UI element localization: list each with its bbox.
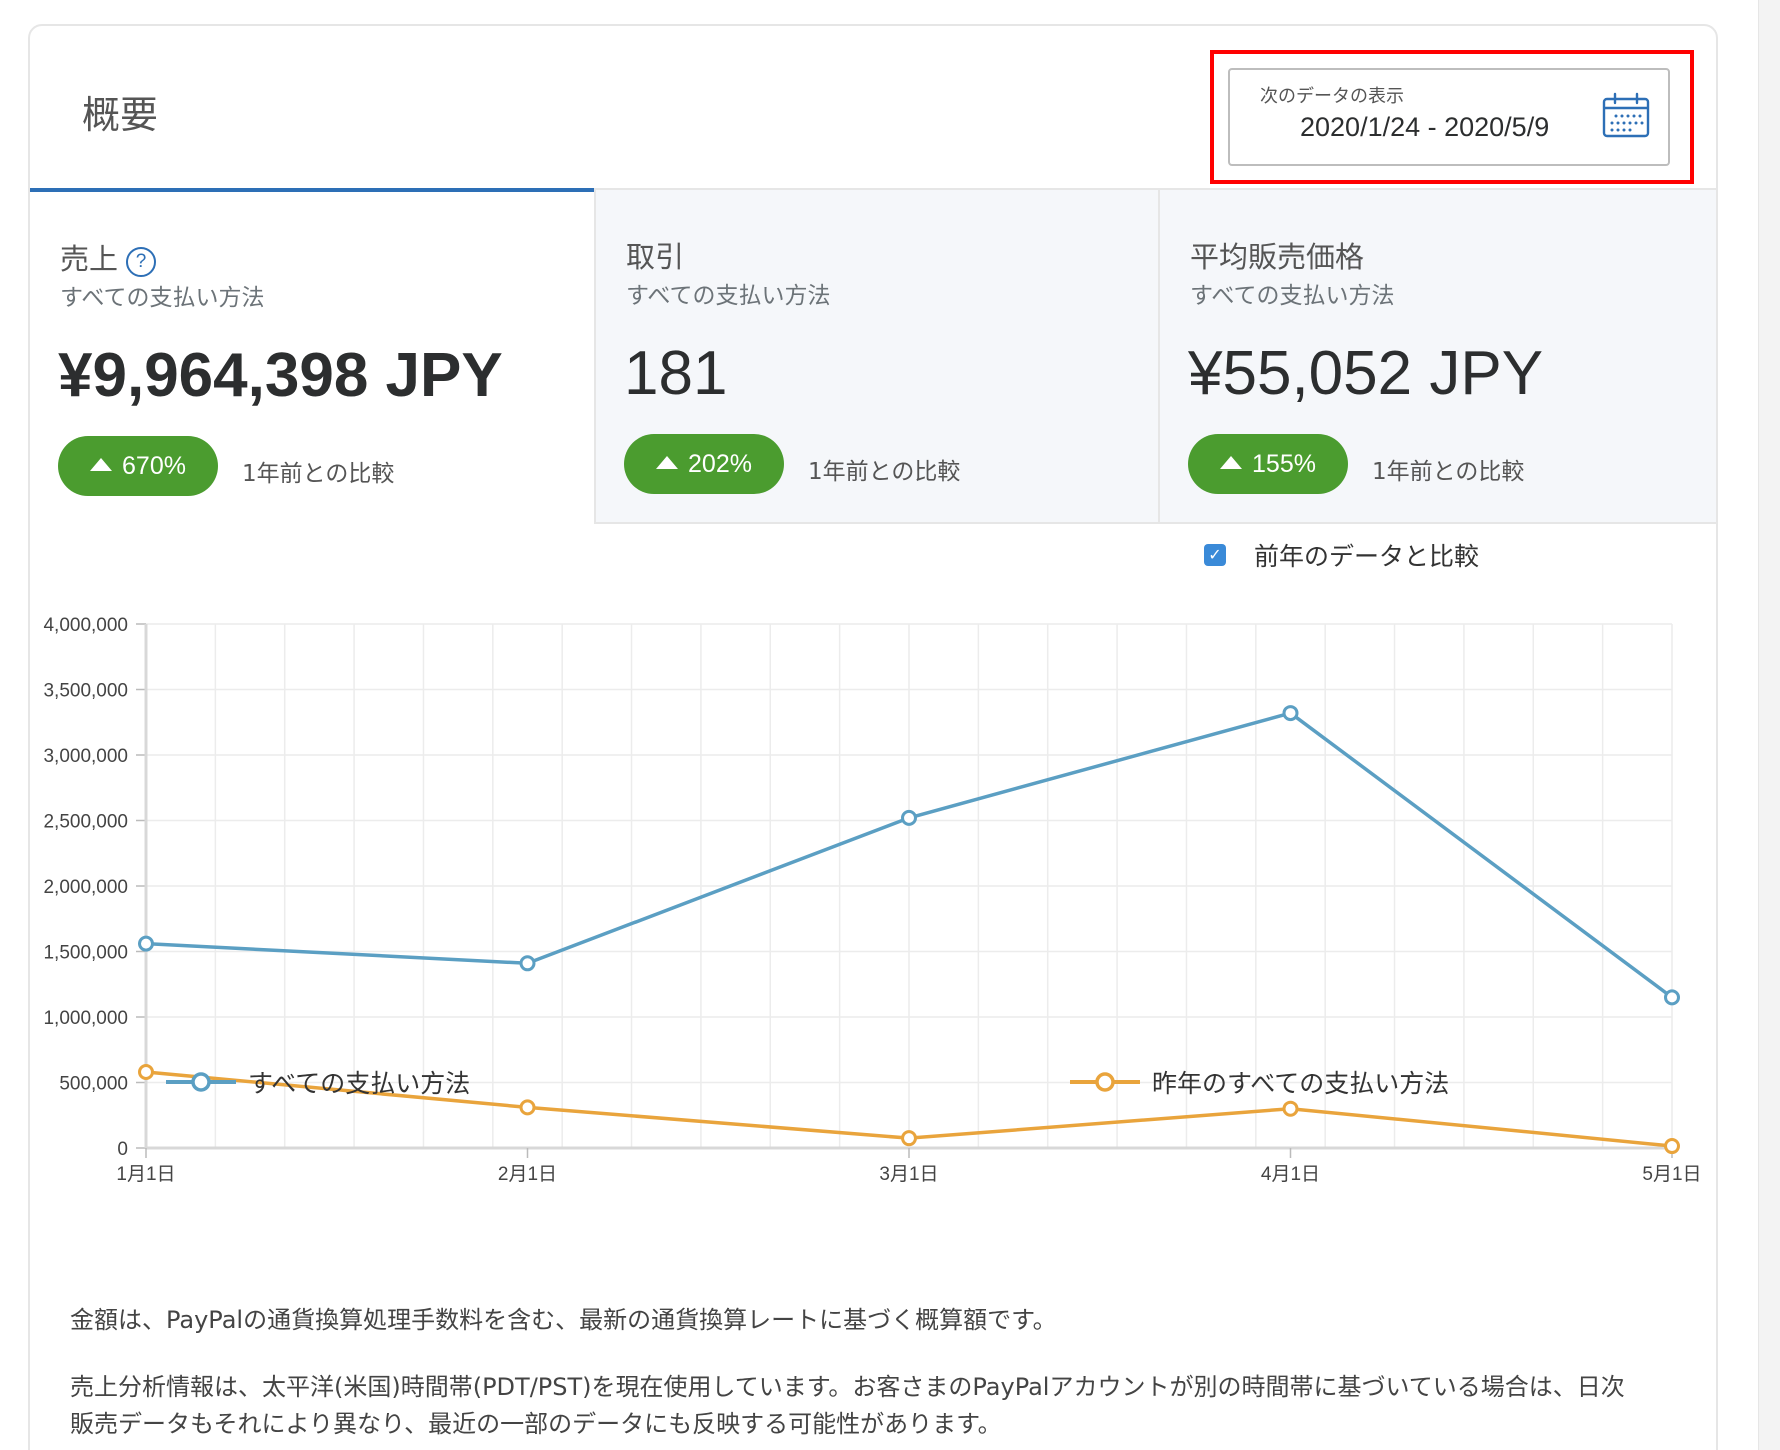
legend-item-all-payments[interactable]: すべての支払い方法 xyxy=(166,1064,470,1100)
x-tick-label: 2月1日 xyxy=(498,1164,557,1185)
y-tick-label: 500,000 xyxy=(59,1074,128,1095)
x-tick-label: 4月1日 xyxy=(1261,1164,1320,1185)
data-point xyxy=(138,935,154,952)
tab-sales-label: 売上 xyxy=(60,242,119,276)
tab-transactions-subtitle: すべての支払い方法 xyxy=(626,283,831,309)
scrollbar-track[interactable] xyxy=(1758,0,1780,1450)
note-currency: 金額は、PayPalの通貨換算処理手数料を含む、最新の通貨換算レートに基づく概算… xyxy=(70,1306,1057,1334)
date-range-label: 次のデータの表示 xyxy=(1260,86,1404,107)
y-tick-label: 4,000,000 xyxy=(43,615,128,636)
data-point xyxy=(138,1064,154,1081)
date-range-value: 2020/1/24 - 2020/5/9 xyxy=(1300,112,1550,142)
x-tick-label: 3月1日 xyxy=(879,1164,938,1185)
legend-item-last-year-all-payments[interactable]: 昨年のすべての支払い方法 xyxy=(1070,1064,1449,1100)
y-tick-label: 3,500,000 xyxy=(43,681,128,702)
y-tick-label: 1,500,000 xyxy=(43,943,128,964)
up-arrow-icon xyxy=(1220,455,1243,469)
data-point xyxy=(1282,705,1299,722)
tab-sales-compare: 1年前との比較 xyxy=(242,461,395,487)
tab-average-price-value: ¥55,052 JPY xyxy=(1188,339,1544,408)
tab-average-price-change-badge: 155% xyxy=(1188,434,1348,494)
data-point xyxy=(519,1099,536,1116)
note-timezone: 売上分析情報は、太平洋(米国)時間帯(PDT/PST)を現在使用しています。お客… xyxy=(70,1373,1625,1438)
sales-line-chart: 0 500,000 1,000,000 1,500,000 2,000,000 2,500… xyxy=(43,615,1701,1185)
y-tick-label: 2,000,000 xyxy=(43,877,128,898)
page-title: 概要 xyxy=(82,93,159,137)
data-point xyxy=(901,1130,917,1147)
tab-transactions-value: 181 xyxy=(624,339,728,408)
metric-tabs: 売上? すべての支払い方法 ¥9,964,398 JPY 670% 1年前との比… xyxy=(30,188,1716,524)
tab-sales-change-badge: 670% xyxy=(58,436,218,496)
tab-average-price[interactable]: 平均販売価格 すべての支払い方法 ¥55,052 JPY 155% 1年前との比… xyxy=(1158,190,1716,524)
data-point xyxy=(1664,989,1680,1006)
y-tick-label: 3,000,000 xyxy=(43,746,128,767)
legend-label: 昨年のすべての支払い方法 xyxy=(1152,1069,1450,1098)
compare-previous-year-label: 前年のデータと比較 xyxy=(1254,542,1480,571)
data-point xyxy=(519,955,536,972)
overview-header: 概要 次のデータの表示 2020/1/24 - 2020/5/9 xyxy=(30,26,1716,188)
data-point xyxy=(1282,1100,1299,1117)
tab-transactions-change: 202% xyxy=(688,449,752,478)
up-arrow-icon xyxy=(656,455,679,469)
tab-transactions-title: 取引 xyxy=(626,240,685,274)
data-point xyxy=(901,809,917,826)
tab-sales-subtitle: すべての支払い方法 xyxy=(60,285,265,311)
legend-label: すべての支払い方法 xyxy=(248,1069,471,1098)
tab-sales-title: 売上? xyxy=(60,236,157,278)
y-tick-label: 0 xyxy=(117,1139,128,1160)
x-tick-label: 1月1日 xyxy=(116,1164,175,1185)
legend-line-marker-icon xyxy=(1070,1072,1140,1092)
checkbox-checked-icon[interactable]: ✓ xyxy=(1204,544,1226,566)
y-tick-label: 1,000,000 xyxy=(43,1008,128,1029)
calendar-icon[interactable] xyxy=(1602,92,1650,138)
x-tick-label: 5月1日 xyxy=(1642,1164,1701,1185)
date-range-highlight xyxy=(1210,50,1694,184)
tab-average-price-title: 平均販売価格 xyxy=(1190,240,1365,274)
disclaimer-notes: 金額は、PayPalの通貨換算処理手数料を含む、最新の通貨換算レートに基づく概算… xyxy=(70,1302,1630,1450)
y-tick-label: 2,500,000 xyxy=(43,812,128,833)
up-arrow-icon xyxy=(90,457,113,471)
tab-average-price-change: 155% xyxy=(1252,449,1316,478)
data-point xyxy=(1664,1138,1680,1155)
compare-previous-year-toggle[interactable]: ✓ 前年のデータと比較 xyxy=(1204,538,1479,572)
legend-line-marker-icon xyxy=(166,1072,236,1092)
tab-average-price-subtitle: すべての支払い方法 xyxy=(1190,283,1395,309)
tab-transactions-compare: 1年前との比較 xyxy=(808,459,961,485)
tab-average-price-compare: 1年前との比較 xyxy=(1372,459,1525,485)
tab-sales-value: ¥9,964,398 JPY xyxy=(58,341,503,410)
tab-sales[interactable]: 売上? すべての支払い方法 ¥9,964,398 JPY 670% 1年前との比… xyxy=(30,188,594,522)
help-icon[interactable]: ? xyxy=(126,247,157,277)
tab-sales-change: 670% xyxy=(122,451,186,480)
date-range-picker[interactable]: 次のデータの表示 2020/1/24 - 2020/5/9 xyxy=(1228,68,1670,166)
tab-transactions-change-badge: 202% xyxy=(624,434,784,494)
tab-transactions[interactable]: 取引 すべての支払い方法 181 202% 1年前との比較 xyxy=(594,190,1158,524)
overview-card: 概要 次のデータの表示 2020/1/24 - 2020/5/9 売上? すべて… xyxy=(28,24,1718,1450)
